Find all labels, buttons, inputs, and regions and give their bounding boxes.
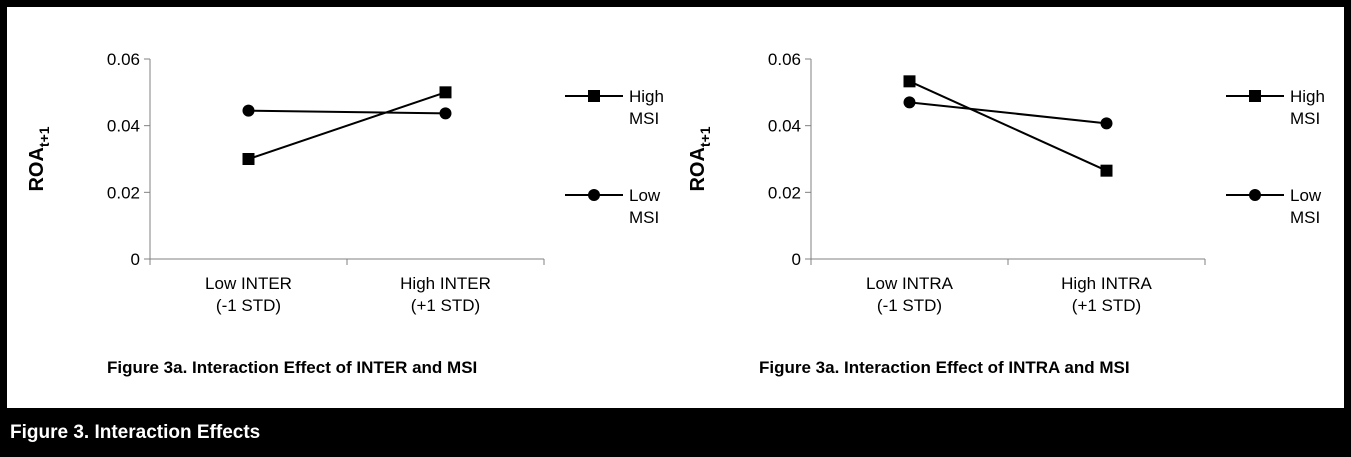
series-line	[248, 109, 446, 115]
figure-footer: Figure 3. Interaction Effects	[0, 408, 1351, 457]
y-axis-label: ROAt+1	[26, 126, 52, 191]
x-tick-label-line: (+1 STD)	[1072, 296, 1141, 315]
legend-label-line: MSI	[629, 208, 659, 227]
x-tick-label-line: Low INTER	[205, 274, 292, 293]
y-tick-label: 0.06	[768, 50, 801, 69]
series-line	[909, 80, 1107, 172]
legend-marker-square	[588, 90, 600, 102]
chart-intra-svg: 0 0.02 0.04 0.06 Low INTRA (-1 STD) High INTRA…	[687, 50, 1325, 315]
x-tick-label: Low INTRA (-1 STD)	[866, 274, 954, 315]
y-axis-label-main: ROA	[687, 147, 709, 191]
data-point-circle	[1100, 117, 1113, 130]
data-point-circle	[242, 104, 255, 117]
data-point-circle	[439, 107, 452, 120]
data-point-square	[439, 86, 452, 99]
x-tick-label-line: (+1 STD)	[411, 296, 480, 315]
chart-inter-svg: 0 0.02 0.04 0.06 Low INTER (-1 STD) High INTER…	[26, 50, 664, 315]
y-tick-label: 0.04	[107, 117, 140, 136]
data-point-square	[903, 75, 916, 88]
x-tick-label: High INTRA (+1 STD)	[1061, 274, 1152, 315]
chart-caption: Figure 3a. Interaction Effect of INTER a…	[107, 358, 478, 377]
y-tick-label: 0.06	[107, 50, 140, 69]
y-tick-label: 0	[131, 250, 140, 269]
figure-title: Figure 3. Interaction Effects	[10, 422, 261, 443]
legend-marker-circle	[1249, 189, 1261, 201]
data-point-circle	[903, 96, 916, 109]
y-axis-label: ROAt+1	[687, 126, 713, 191]
legend-marker-circle	[588, 189, 600, 201]
x-tick-label-line: (-1 STD)	[877, 296, 942, 315]
y-tick-label: 0.02	[107, 183, 140, 202]
series-line	[909, 101, 1107, 125]
x-tick-label-line: (-1 STD)	[216, 296, 281, 315]
legend-label-line: Low	[1290, 186, 1322, 205]
y-tick-label: 0.02	[768, 183, 801, 202]
legend-label-line: High	[629, 87, 664, 106]
legend-label-line: MSI	[1290, 109, 1320, 128]
x-tick-label-line: High INTER	[400, 274, 491, 293]
x-tick-label-line: High INTRA	[1061, 274, 1152, 293]
legend-label: Low MSI	[629, 186, 661, 227]
legend-label-line: Low	[629, 186, 661, 205]
x-tick-label: High INTER (+1 STD)	[400, 274, 491, 315]
y-axis-label-sub: t+1	[697, 126, 713, 147]
y-axis-label-main: ROA	[26, 147, 48, 191]
series-line	[248, 91, 446, 160]
legend-label: Low MSI	[1290, 186, 1322, 227]
legend-label: High MSI	[629, 87, 664, 128]
x-tick-label-line: Low INTRA	[866, 274, 954, 293]
data-point-square	[242, 153, 255, 165]
chart-caption: Figure 3a. Interaction Effect of INTRA a…	[759, 358, 1130, 377]
data-point-square	[1100, 164, 1113, 177]
y-tick-label: 0.04	[768, 117, 801, 136]
y-axis-label-sub: t+1	[36, 126, 52, 147]
legend-label-line: MSI	[1290, 208, 1320, 227]
legend-label-line: MSI	[629, 109, 659, 128]
legend-marker-square	[1249, 90, 1261, 102]
legend-label-line: High	[1290, 87, 1325, 106]
chart-panel-inter: 0 0.02 0.04 0.06 Low INTER (-1 STD) High INTER…	[7, 7, 667, 387]
x-tick-label: Low INTER (-1 STD)	[205, 274, 292, 315]
chart-panel-intra: 0 0.02 0.04 0.06 Low INTRA (-1 STD) High INTRA…	[668, 7, 1344, 387]
y-tick-label: 0	[792, 250, 801, 269]
legend-label: High MSI	[1290, 87, 1325, 128]
